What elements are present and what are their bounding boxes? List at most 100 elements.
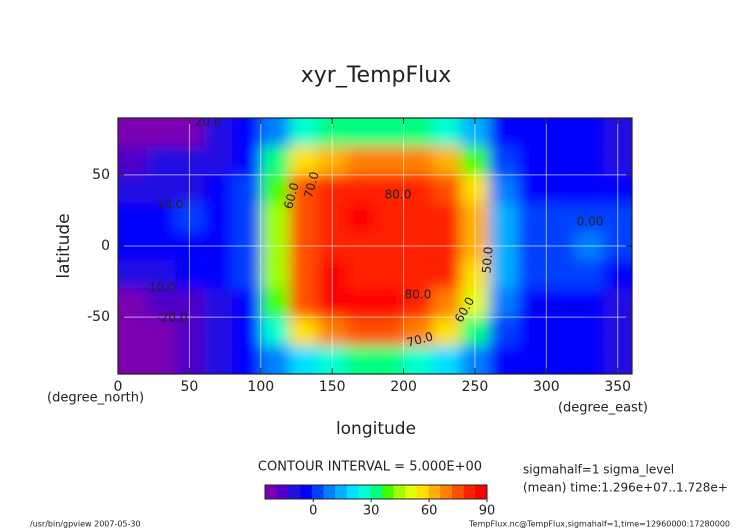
field-cell	[546, 288, 575, 318]
colorbar-cell	[335, 485, 348, 499]
contour-label: 80.0	[405, 288, 432, 302]
field-cell	[489, 345, 518, 374]
contour-label: -10.0	[144, 281, 175, 295]
x-tick-label: 100	[247, 379, 274, 395]
plot-area: 20.010.0-10.0-20.080.080.070.060.070.060…	[118, 115, 632, 374]
x-tick-label: 0	[114, 379, 123, 395]
field-cell	[603, 260, 632, 289]
field-cell	[574, 288, 604, 318]
field-cell	[574, 345, 604, 374]
chart-title: xyr_TempFlux	[301, 63, 451, 88]
colorbar-cell	[300, 485, 313, 499]
colorbar-cell	[475, 485, 488, 499]
footer: TempFlux.nc@TempFlux,sigmahalf=1,time=12…	[468, 520, 730, 529]
x-tick-label: 150	[319, 379, 346, 395]
field-cell	[574, 203, 604, 232]
field-cell	[517, 345, 547, 374]
field-cell	[260, 260, 290, 289]
field-cell	[375, 146, 404, 175]
field-cell	[489, 288, 518, 318]
contour-label: 10.0	[157, 198, 184, 212]
field-cell	[260, 317, 290, 346]
field-cell	[232, 118, 261, 147]
colorbar-cell	[370, 485, 383, 499]
field-cell	[403, 345, 433, 374]
colorbar-cell	[463, 485, 476, 499]
field-cell	[432, 118, 461, 147]
field-cell	[346, 345, 375, 374]
field-cell	[260, 146, 290, 175]
field-cell	[118, 288, 147, 318]
y-unit: (degree_north)	[47, 391, 144, 406]
field-cell	[603, 317, 632, 346]
field-cell	[375, 345, 404, 374]
colorbar-cell	[323, 485, 336, 499]
field-cell	[118, 146, 147, 175]
field-cell	[146, 203, 176, 232]
field-cell	[118, 118, 147, 147]
field-cell	[118, 317, 147, 346]
field-cell	[375, 203, 404, 232]
field-cell	[203, 288, 233, 318]
field-cell	[574, 146, 604, 175]
field-cell	[232, 345, 261, 374]
field-cell	[289, 203, 318, 232]
field-cell	[574, 174, 604, 204]
field-cell	[517, 317, 547, 346]
field-cell	[546, 118, 575, 147]
field-cell	[346, 118, 375, 147]
contour-label: 20.0	[195, 115, 222, 129]
field-cell	[346, 317, 375, 346]
field-cell	[603, 203, 632, 232]
field-cell	[375, 260, 404, 289]
field-cell	[403, 317, 433, 346]
field-cell	[375, 118, 404, 147]
field-cell	[489, 260, 518, 289]
field-cell	[260, 345, 290, 374]
field-cell	[403, 146, 433, 175]
field-cell	[489, 118, 518, 147]
colorbar-cell	[346, 485, 359, 499]
x-unit: (degree_east)	[558, 401, 648, 416]
colorbar-cell	[440, 485, 453, 499]
field-cell	[603, 288, 632, 318]
field-cell	[289, 288, 318, 318]
field-cell	[432, 174, 461, 204]
y-axis-label: latitude	[54, 213, 74, 278]
field-cell	[289, 345, 318, 374]
field-cell	[232, 260, 261, 289]
field-cell	[203, 317, 233, 346]
colorbar-cell	[416, 485, 429, 499]
field-cell	[375, 317, 404, 346]
field-cell	[118, 260, 147, 289]
x-tick-label: 200	[390, 379, 417, 395]
field-cell	[146, 174, 176, 204]
field-cell	[260, 203, 290, 232]
field-cell	[289, 317, 318, 346]
field-cell	[289, 118, 318, 147]
contour-interval: CONTOUR INTERVAL = 5.000E+00	[258, 460, 482, 475]
contour-label: 60.0	[281, 181, 301, 210]
field-cell	[118, 345, 147, 374]
field-cell	[403, 174, 433, 204]
field-cell	[603, 118, 632, 147]
field-cell	[346, 260, 375, 289]
field-cell	[517, 288, 547, 318]
field-cell	[232, 203, 261, 232]
colorbar-tick-label: 0	[309, 504, 317, 519]
field-cell	[517, 174, 547, 204]
colorbar-cell	[276, 485, 289, 499]
colorbar-cell	[405, 485, 418, 499]
footer: /usr/bin/gpview 2007-05-30	[30, 520, 141, 529]
note: sigmahalf=1 sigma_level	[523, 463, 674, 477]
field-cell	[403, 118, 433, 147]
field-cell	[232, 174, 261, 204]
field-cell	[517, 260, 547, 289]
colorbar-tick-label: 90	[479, 504, 496, 519]
field-cell	[203, 146, 233, 175]
field-cell	[232, 317, 261, 346]
field-cell	[118, 203, 147, 232]
x-tick-label: 350	[604, 379, 631, 395]
field-cell	[403, 260, 433, 289]
field-cell	[517, 146, 547, 175]
